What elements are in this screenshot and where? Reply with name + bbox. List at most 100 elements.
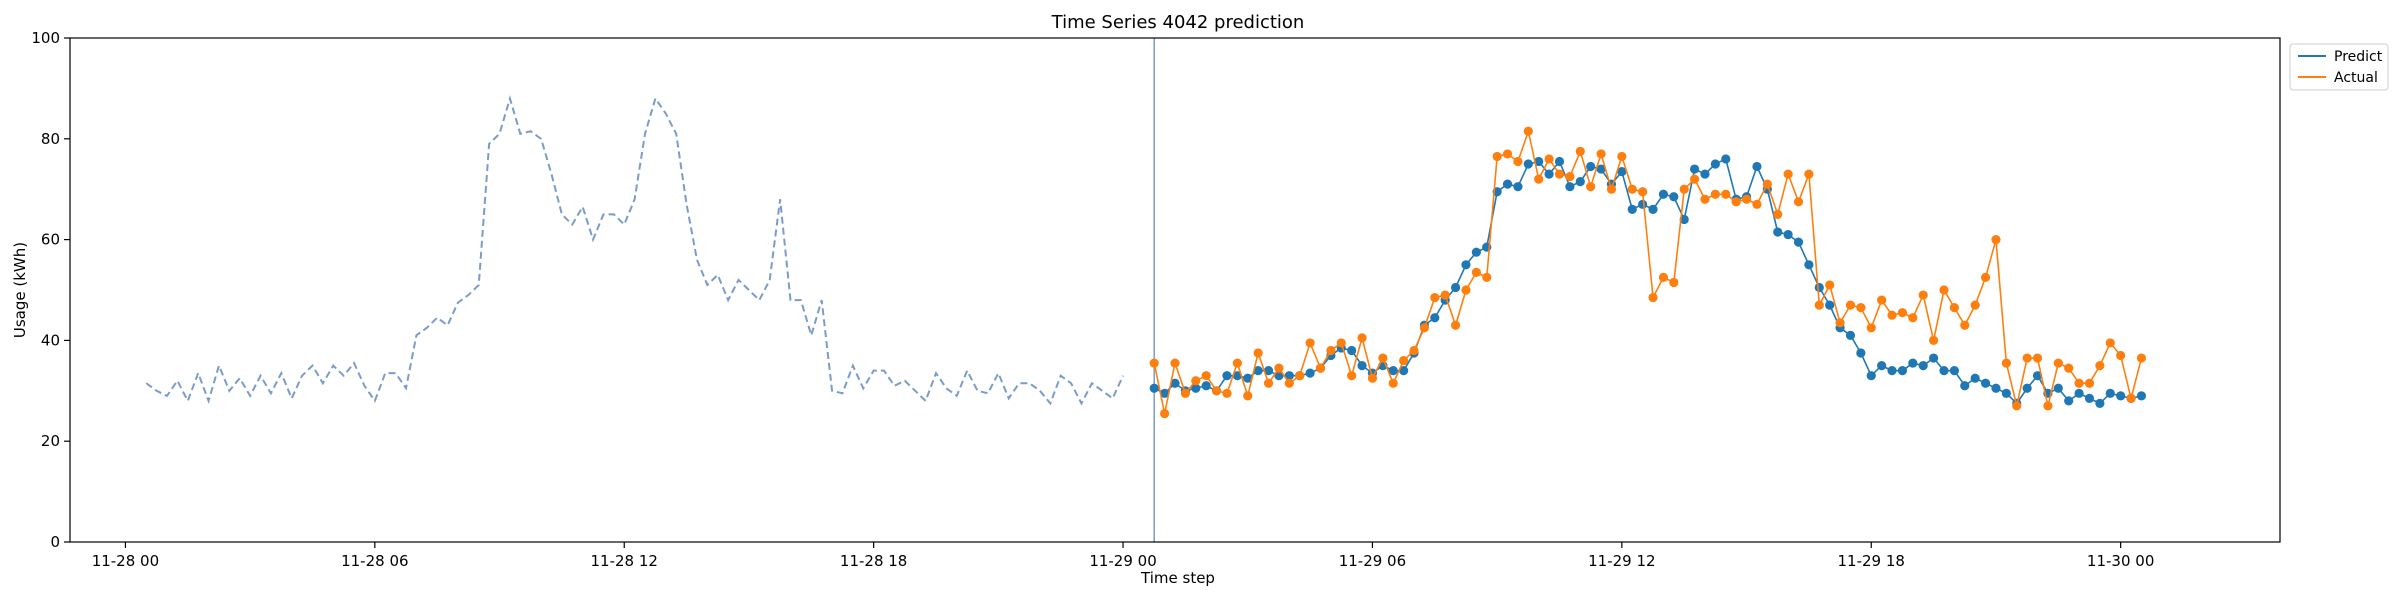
series-actual-point — [1378, 353, 1388, 363]
series-predict-point — [1918, 361, 1928, 371]
series-actual-point — [1399, 355, 1409, 366]
series-actual-point — [1357, 333, 1367, 343]
series-predict-point — [1877, 361, 1887, 371]
series-actual-point — [1991, 235, 2001, 245]
series-actual-point — [2074, 378, 2084, 388]
series-actual-point — [1544, 154, 1554, 164]
series-predict-point — [1627, 204, 1637, 214]
series-actual-point — [1180, 388, 1190, 398]
x-tick-label: 11-28 00 — [92, 552, 159, 570]
series-predict-point — [1565, 182, 1575, 192]
series-predict-point — [1544, 169, 1554, 179]
series-actual-point — [1960, 320, 1970, 330]
series-predict-point — [1804, 260, 1814, 270]
series-predict-point — [1689, 164, 1700, 174]
y-tick-label: 80 — [41, 130, 60, 148]
series-actual-point — [1908, 313, 1918, 323]
series-actual-point — [1825, 280, 1835, 290]
series-predict-point — [1845, 330, 1856, 340]
legend: Predict Actual — [2289, 43, 2389, 91]
series-predict-point — [1783, 229, 1793, 240]
series-predict-point — [1638, 199, 1648, 209]
series-predict-point — [1284, 371, 1294, 381]
series-actual-point — [1793, 197, 1804, 207]
x-axis-label: Time step — [1140, 569, 1215, 587]
series-predict-point — [1939, 366, 1949, 376]
series-actual-point — [1170, 358, 1180, 368]
series-predict-point — [1897, 366, 1908, 376]
plot-frame — [69, 37, 2281, 543]
series-actual-point — [2064, 363, 2074, 373]
series-predict-point — [1149, 383, 1159, 393]
series-predict-point — [1575, 177, 1585, 187]
series-predict-point — [2053, 383, 2063, 393]
series-actual-point — [1845, 300, 1856, 310]
plot-area — [145, 38, 2147, 542]
series-predict-point — [1648, 204, 1658, 214]
series-actual-point — [1440, 290, 1450, 300]
series-actual-point — [1450, 320, 1461, 330]
series-actual-point — [1877, 295, 1887, 305]
series-predict-point — [1814, 282, 1824, 293]
series-predict-point — [1825, 300, 1835, 310]
series-predict-point — [2136, 391, 2147, 401]
series-predict-point — [1669, 192, 1679, 202]
x-tick-label: 11-29 00 — [1089, 552, 1156, 570]
series-predict-point — [1388, 366, 1398, 376]
series-predict-point — [1263, 366, 1274, 376]
series-predict-point — [2022, 383, 2032, 393]
series-predict-point — [1949, 366, 1959, 376]
series-predict-point — [1450, 282, 1461, 293]
series-predict-point — [1513, 182, 1523, 192]
series-predict-point — [1679, 214, 1689, 225]
y-axis-label: Usage (kWh) — [11, 242, 29, 338]
series-actual-point — [1648, 292, 1658, 303]
y-tick-label: 60 — [41, 231, 60, 249]
series-actual-point — [1669, 277, 1679, 288]
series-actual-point — [1482, 272, 1492, 282]
x-tick-label: 11-29 12 — [1588, 552, 1655, 570]
series-actual-point — [1575, 146, 1585, 156]
series-predict-point — [1534, 156, 1544, 167]
y-tick-label: 20 — [41, 432, 60, 450]
series-actual-point — [1741, 194, 1752, 204]
series-predict-point — [1554, 156, 1565, 167]
series-actual-point — [1752, 199, 1762, 209]
series-actual-point — [1232, 358, 1242, 368]
series-predict-point — [1274, 371, 1284, 381]
series-predict-point — [2116, 391, 2126, 401]
series-predict-point — [1710, 159, 1720, 169]
series-actual-point — [1201, 371, 1211, 381]
series-actual-point — [1866, 323, 1876, 333]
series-actual-point — [2116, 350, 2126, 361]
series-actual-point — [1211, 386, 1222, 396]
series-predict-point — [1887, 366, 1897, 376]
series-actual-point — [1222, 388, 1232, 398]
series-actual-point — [1814, 300, 1824, 310]
series-actual-point — [1419, 323, 1429, 333]
series-actual-point — [2032, 353, 2043, 363]
series-actual-point — [1336, 338, 1346, 348]
series-predict-point — [1617, 166, 1627, 177]
series-actual-point — [1627, 184, 1637, 194]
series-actual-point — [1492, 151, 1502, 162]
series-predict-point — [1596, 164, 1606, 174]
series-predict-point — [1305, 368, 1315, 378]
series-actual-point — [1471, 267, 1481, 277]
series-actual-point — [1243, 391, 1253, 401]
series-actual-point — [1887, 310, 1897, 320]
x-tick-label: 11-30 00 — [2087, 552, 2154, 570]
series-predict-point — [1201, 381, 1211, 391]
series-predict-point — [1980, 378, 1991, 388]
series-actual-point — [2126, 393, 2136, 403]
series-actual-point — [1565, 172, 1575, 182]
series-actual-point — [1523, 126, 1533, 136]
series-actual-point — [2136, 353, 2147, 363]
series-predict-point — [1461, 260, 1471, 270]
series-actual-point — [1929, 335, 1939, 345]
x-tick-label: 11-28 12 — [591, 552, 658, 570]
series-actual-point — [2105, 338, 2115, 348]
series-actual-point — [1710, 189, 1720, 199]
series-actual-point — [1773, 209, 1783, 219]
